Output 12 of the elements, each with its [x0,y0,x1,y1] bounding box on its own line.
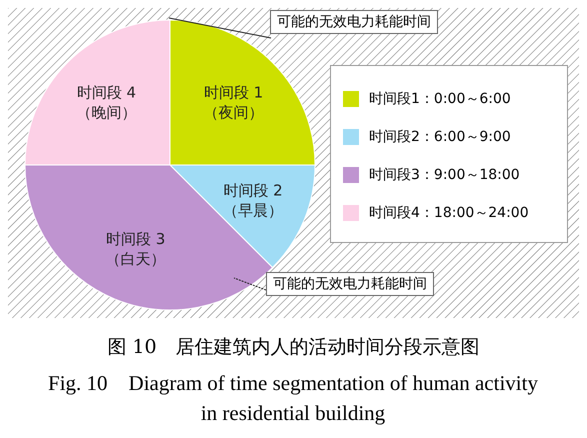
text: Fig. 10 Diagram of time segmentation of human activity in residential building [48,370,538,427]
text: 可能的无效电力耗能时间 [270,10,438,34]
text: 时间段 1 （夜间） [204,83,264,122]
text: 可能的无效电力耗能时间 [266,272,434,296]
legend-label: 时间段2：6:00～9:00 [369,128,511,146]
text: 时间段 3 （白天） [106,230,166,268]
text: 时间段 2 （早晨） [223,181,284,220]
text: 图 10 居住建筑内人的活动时间分段示意图 [106,335,481,360]
legend-label: 时间段3：9:00～18:00 [369,166,520,184]
legend-label: 时间段4：18:00～24:00 [369,204,529,222]
text: 时间段 4 （晚间） [76,83,136,122]
legend-label: 时间段1：0:00～6:00 [369,90,511,108]
